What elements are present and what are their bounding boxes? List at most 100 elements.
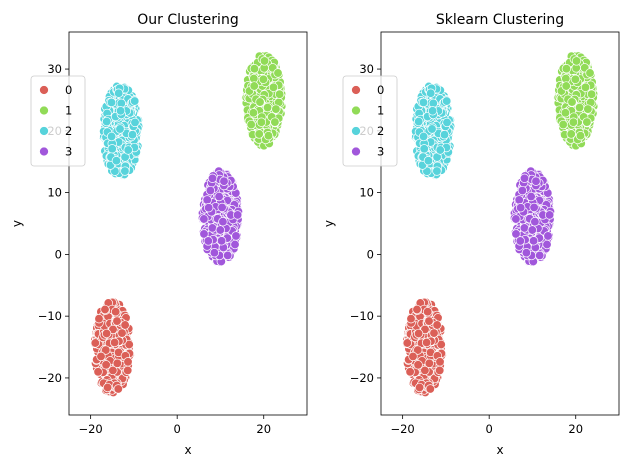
data-point [114, 88, 124, 98]
data-point [115, 124, 125, 134]
data-point [414, 116, 424, 127]
data-point [102, 116, 112, 127]
data-point [442, 117, 452, 128]
data-point [583, 104, 593, 114]
data-point [249, 81, 259, 91]
data-point [258, 74, 269, 84]
legend-label: 3 [377, 145, 384, 159]
data-point [203, 236, 213, 246]
data-point [419, 144, 429, 154]
data-point [568, 117, 579, 127]
data-point [120, 166, 130, 176]
data-point [439, 130, 450, 140]
data-point [123, 145, 133, 155]
data-point [254, 129, 264, 139]
data-point [412, 304, 422, 315]
cluster-1-points [553, 51, 599, 151]
data-point [435, 365, 445, 376]
data-point [199, 214, 209, 224]
data-point [544, 210, 555, 220]
data-point [219, 176, 229, 186]
data-point [101, 328, 112, 339]
data-point [256, 117, 267, 127]
y-tick-label: 10 [359, 186, 374, 200]
data-point [259, 56, 270, 66]
legend-marker [39, 146, 49, 157]
data-point [423, 156, 434, 166]
data-point [231, 231, 241, 241]
data-point [123, 365, 133, 376]
data-point [112, 358, 122, 368]
data-point [413, 360, 423, 370]
data-point [127, 130, 138, 140]
data-point [263, 131, 274, 141]
x-tick-label: 0 [486, 422, 493, 436]
data-point [130, 117, 140, 128]
data-point [585, 68, 595, 78]
data-point [123, 357, 133, 367]
data-point [561, 81, 571, 91]
data-point [530, 217, 540, 227]
y-axis-label: y [322, 220, 336, 227]
data-point [432, 320, 442, 330]
data-point [107, 144, 117, 154]
data-point [517, 185, 528, 196]
legend-label: 3 [65, 145, 72, 159]
data-point [519, 173, 530, 183]
data-point [423, 307, 433, 317]
data-point [106, 131, 117, 142]
data-point [215, 225, 225, 235]
data-point [406, 314, 416, 324]
data-point [432, 166, 442, 176]
data-point [218, 217, 228, 227]
x-tick-label: −20 [78, 422, 102, 436]
data-point [115, 106, 126, 116]
data-point [427, 106, 438, 116]
data-point [209, 248, 220, 258]
data-point [418, 97, 429, 108]
legend-marker [351, 126, 361, 136]
data-point [429, 328, 439, 338]
legend-label: 1 [65, 104, 72, 118]
data-point [249, 64, 260, 74]
data-point [101, 345, 111, 355]
data-point [117, 328, 127, 338]
data-point [511, 214, 521, 224]
data-point [101, 360, 111, 370]
cluster-1-points [241, 51, 287, 151]
y-tick-label: −10 [38, 309, 62, 323]
data-point [130, 96, 140, 106]
x-tick-label: −20 [390, 422, 414, 436]
y-tick-label: 0 [55, 247, 62, 261]
data-point [223, 250, 233, 261]
legend: 0 1 2 3 [342, 75, 398, 167]
legend-label: 0 [65, 83, 72, 97]
data-point [413, 328, 424, 339]
data-point [526, 191, 536, 202]
data-point [106, 97, 117, 108]
data-point [108, 365, 118, 376]
data-point [112, 316, 122, 326]
legend-box [30, 75, 86, 167]
data-point [558, 119, 568, 130]
legend-label: 1 [377, 104, 384, 118]
data-point [270, 117, 280, 127]
data-point [542, 239, 552, 250]
y-tick-label: 0 [367, 247, 374, 261]
data-point [570, 74, 581, 84]
scatter-points [402, 51, 599, 398]
data-point [543, 231, 553, 241]
data-point [575, 131, 586, 141]
data-point [405, 367, 415, 377]
data-point [232, 210, 243, 220]
cluster-3-points [197, 166, 244, 267]
legend-marker [39, 85, 49, 95]
plot-frame [68, 31, 308, 416]
data-point [94, 314, 104, 324]
data-point [420, 365, 430, 376]
data-point [273, 68, 283, 78]
y-tick-label: 10 [47, 186, 62, 200]
x-tick-label: 20 [256, 422, 271, 436]
data-point [418, 131, 429, 142]
data-point [271, 104, 281, 114]
